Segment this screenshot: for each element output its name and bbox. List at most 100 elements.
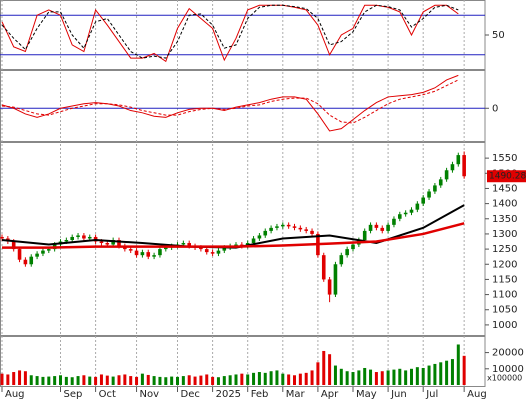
y-tick-label: 50 xyxy=(492,30,505,41)
x-tick-label: Sep xyxy=(64,389,83,400)
volume-bar xyxy=(6,374,10,385)
volume-bar xyxy=(82,375,86,385)
candle-body xyxy=(427,191,431,198)
candle-body xyxy=(146,252,151,257)
x-tick-label: 2025 xyxy=(216,389,241,400)
y-tick-label: 1450 xyxy=(492,183,517,194)
volume-bar xyxy=(205,374,209,385)
volume-bar xyxy=(410,368,413,385)
y-tick-label: 10000 xyxy=(492,364,524,375)
candle-body xyxy=(70,236,74,240)
indicator-line xyxy=(2,222,465,249)
x-tick-label: Oct xyxy=(99,389,116,400)
x-tick-label: Jun xyxy=(390,389,407,400)
candle-body xyxy=(82,235,86,239)
candle-body xyxy=(456,155,461,165)
volume-bar xyxy=(287,374,291,385)
volume-bar xyxy=(246,374,250,385)
volume-bar xyxy=(339,368,343,385)
volume-bar xyxy=(18,370,22,385)
y-tick-label: 1550 xyxy=(492,153,517,164)
candle-body xyxy=(158,249,162,256)
volume-bar xyxy=(0,373,4,385)
candle-body xyxy=(76,235,80,237)
volume-bar xyxy=(281,373,285,385)
volume-bar xyxy=(59,375,62,385)
volume-bar xyxy=(369,369,373,385)
candle-body xyxy=(286,224,291,227)
volume-bar xyxy=(304,372,308,385)
volume-bar xyxy=(181,376,185,385)
x-tick-label: Aug xyxy=(5,389,25,400)
volume-bar xyxy=(158,376,162,385)
candle-body xyxy=(392,218,396,225)
volume-bar xyxy=(211,376,215,385)
volume-bar xyxy=(433,363,437,385)
volume-bar xyxy=(99,374,103,385)
candle-body xyxy=(333,264,338,295)
candle-body xyxy=(11,241,16,250)
volume-unit: x100000 xyxy=(487,374,522,383)
volume-bar xyxy=(333,365,337,385)
candle-body xyxy=(257,235,262,239)
indicator-line xyxy=(1,4,459,63)
volume-bar xyxy=(257,372,261,385)
volume-bar xyxy=(164,377,168,385)
volume-bar xyxy=(363,367,367,385)
volume-bar xyxy=(53,376,57,385)
candle-body xyxy=(41,250,45,254)
candle-body xyxy=(263,230,268,236)
volume-bar xyxy=(240,373,244,385)
y-tick-label: 1350 xyxy=(492,214,517,225)
volume-bar xyxy=(41,376,45,385)
candle-body xyxy=(269,227,273,231)
candle-body xyxy=(17,249,22,260)
candle-body xyxy=(368,224,373,231)
last-price-box xyxy=(487,170,526,183)
candle-body xyxy=(415,203,420,210)
candle-body xyxy=(386,224,390,231)
volume-bar xyxy=(445,360,449,385)
candle-body xyxy=(462,155,466,177)
candle-body xyxy=(421,197,425,204)
last-price-label: 1490.28 xyxy=(489,172,526,182)
volume-bar xyxy=(275,370,279,385)
panel-frame xyxy=(0,0,486,70)
candle-body xyxy=(321,255,326,280)
y-tick-label: 1200 xyxy=(492,259,517,270)
volume-bar xyxy=(439,362,443,385)
volume-bar xyxy=(328,354,332,385)
volume-bar xyxy=(123,374,127,385)
volume-bar xyxy=(117,375,121,385)
volume-bar xyxy=(152,376,156,385)
volume-bar xyxy=(386,370,390,385)
candle-body xyxy=(380,227,385,231)
volume-bar xyxy=(404,370,408,385)
volume-bar xyxy=(135,376,139,385)
y-tick-label: 1050 xyxy=(492,305,517,316)
candle-body xyxy=(304,229,308,231)
volume-bar xyxy=(263,372,267,385)
y-tick-label: 1000 xyxy=(492,320,517,331)
y-tick-label: 1250 xyxy=(492,244,517,255)
volume-bar xyxy=(70,377,74,385)
candle-body xyxy=(409,209,414,213)
y-tick-label: 1150 xyxy=(492,274,517,285)
candle-body xyxy=(327,279,332,295)
volume-bar xyxy=(35,376,39,385)
volume-bar xyxy=(398,368,402,385)
volume-bar xyxy=(322,350,326,385)
volume-bar xyxy=(316,362,320,385)
volume-bar xyxy=(380,371,384,385)
candle-body xyxy=(23,259,28,265)
candle-body xyxy=(310,230,314,234)
volume-bar xyxy=(23,371,27,385)
candle-body xyxy=(251,238,256,244)
volume-bar xyxy=(462,355,466,385)
candle-body xyxy=(204,249,209,253)
candle-body xyxy=(64,240,69,242)
y-tick-label: 20000 xyxy=(492,348,524,359)
x-tick-label: Apr xyxy=(321,389,339,400)
x-tick-label: Dec xyxy=(181,389,200,400)
